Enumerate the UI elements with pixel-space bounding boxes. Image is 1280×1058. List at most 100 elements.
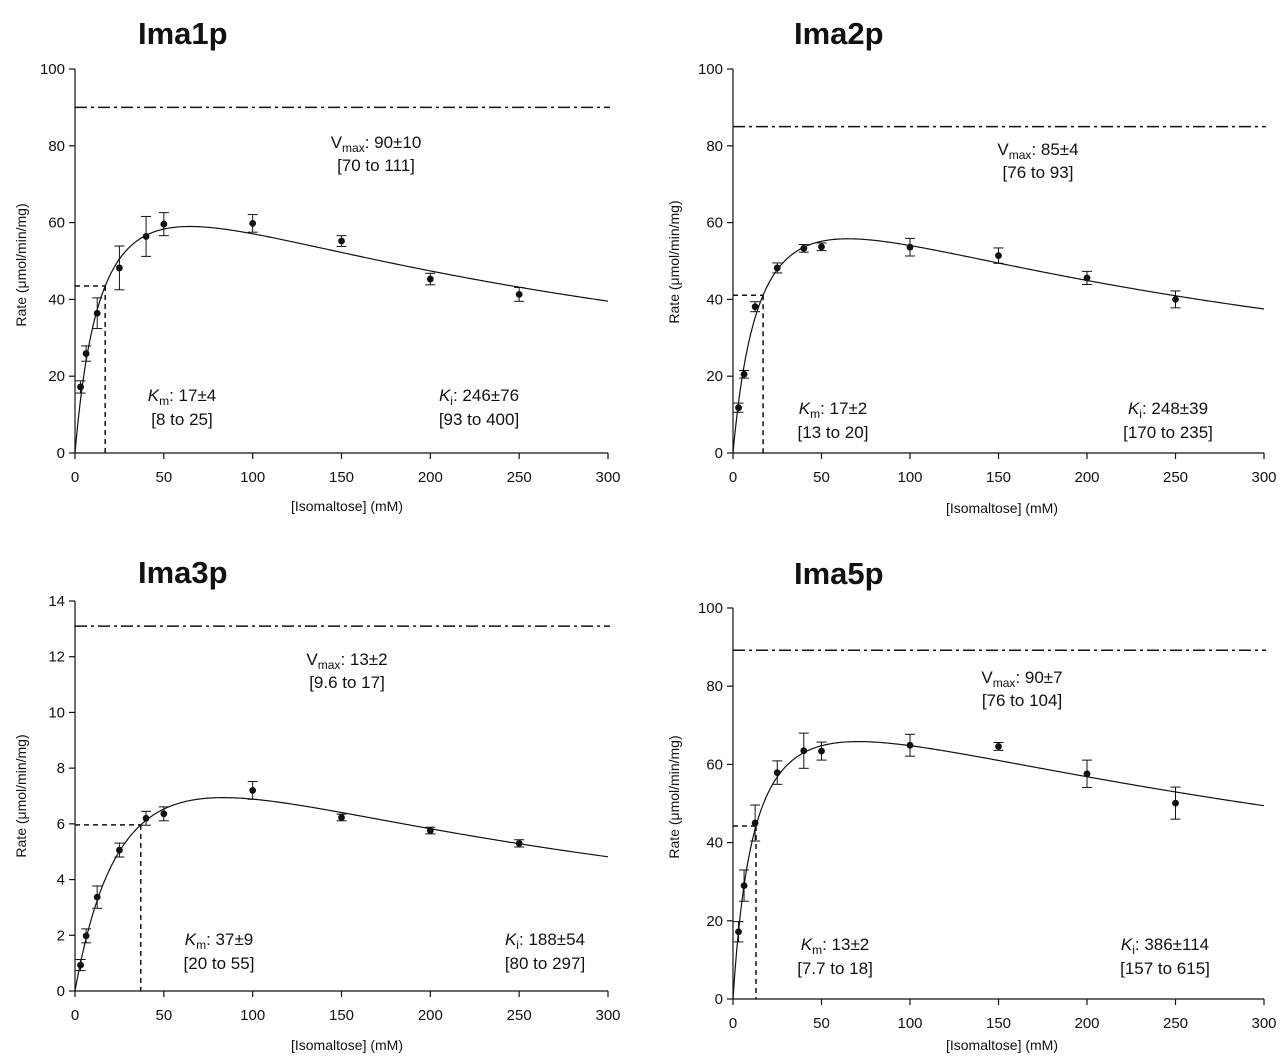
x-axis-label: [Isomaltose] (mM) — [946, 1037, 1058, 1053]
y-tick-label: 20 — [706, 913, 723, 930]
chart-marks — [74, 625, 610, 992]
data-point — [740, 370, 748, 378]
ki-annotation: Ki: 246±76 — [439, 386, 519, 408]
x-tick-label: 150 — [329, 469, 354, 486]
x-tick-label: 200 — [1074, 469, 1099, 486]
y-tick-label: 4 — [57, 872, 65, 889]
km-annotation: Km: 17±2 — [799, 399, 867, 421]
x-axis-label: [Isomaltose] (mM) — [291, 498, 403, 514]
data-point — [515, 839, 523, 847]
x-tick-label: 50 — [813, 1015, 830, 1032]
data-point — [93, 893, 101, 901]
data-point — [740, 882, 748, 890]
chart-panel-ima3p: Ima3p 0 2 4 6 8 10 12 14 0 50 100 150 200 250 300 [Iso… — [0, 529, 640, 1058]
data-point — [426, 275, 434, 283]
chart-svg: Ima1p 0 20 40 60 80 100 0 50 100 150 200 250 300 [Is… — [13, 16, 621, 514]
data-point — [818, 243, 825, 251]
x-tick-label: 300 — [1251, 469, 1276, 486]
x-tick-label: 50 — [155, 1007, 172, 1024]
x-tick-label: 250 — [507, 469, 532, 486]
x-tick-label: 0 — [729, 1015, 737, 1032]
km-annotation: Km: 17±4 — [148, 386, 216, 408]
y-axis-label: Rate (μmol/min/mg) — [13, 203, 29, 326]
ki-annotation: Ki: 386±114 — [1121, 935, 1209, 957]
ki-range: [157 to 615] — [1120, 959, 1210, 978]
chart-svg: Ima3p 0 2 4 6 8 10 12 14 0 50 100 150 200 250 300 [Iso… — [13, 555, 621, 1053]
y-tick-label: 0 — [57, 445, 65, 462]
y-tick-label: 14 — [48, 593, 65, 610]
data-point — [773, 264, 781, 272]
x-tick-label: 150 — [986, 1015, 1011, 1032]
data-point — [735, 928, 742, 936]
y-tick-label: 12 — [48, 649, 65, 666]
chart-axes: 0 20 40 60 80 100 0 50 100 150 200 250 300 — [698, 61, 1277, 486]
x-tick-label: 300 — [595, 1007, 620, 1024]
km-range: [13 to 20] — [798, 423, 869, 442]
chart-panel-ima1p: Ima1p 0 20 40 60 80 100 0 50 100 150 200 250 300 [Is… — [0, 0, 640, 529]
y-tick-label: 40 — [706, 291, 723, 308]
km-annotation: Km: 37±9 — [185, 930, 253, 952]
ki-annotation: Ki: 248±39 — [1128, 399, 1208, 421]
x-tick-label: 0 — [71, 1007, 79, 1024]
x-tick-label: 300 — [595, 469, 620, 486]
x-tick-label: 100 — [240, 1007, 265, 1024]
x-tick-label: 250 — [1163, 469, 1188, 486]
y-axis-label: Rate (μmol/min/mg) — [666, 735, 682, 858]
ki-range: [80 to 297] — [505, 954, 585, 973]
data-point — [1172, 296, 1179, 303]
x-tick-label: 100 — [897, 469, 922, 486]
km-range: [20 to 55] — [184, 954, 255, 973]
chart-panel-ima5p: Ima5p 0 20 40 60 80 100 0 50 100 150 200 250 300 [Is… — [640, 529, 1280, 1058]
chart-marks — [732, 125, 1266, 454]
chart-axes: 0 20 40 60 80 100 0 50 100 150 200 250 300 — [40, 61, 621, 486]
data-point — [773, 769, 781, 777]
x-tick-label: 300 — [1251, 1015, 1276, 1032]
data-point — [995, 252, 1002, 260]
data-point — [751, 303, 759, 311]
y-tick-label: 0 — [715, 445, 723, 462]
y-tick-label: 8 — [57, 760, 65, 777]
x-tick-label: 50 — [813, 469, 830, 486]
chart-svg: Ima2p 0 20 40 60 80 100 0 50 100 150 200 250 300 [Is… — [666, 16, 1277, 516]
chart-svg: Ima5p 0 20 40 60 80 100 0 50 100 150 200 250 300 [Is… — [666, 556, 1277, 1053]
km-range: [8 to 25] — [151, 410, 212, 429]
y-tick-label: 100 — [698, 61, 723, 78]
y-tick-label: 0 — [57, 983, 65, 1000]
data-point — [818, 747, 825, 755]
x-tick-label: 50 — [155, 469, 172, 486]
chart-title: Ima2p — [794, 16, 884, 51]
vmax-range: [70 to 111] — [337, 156, 415, 175]
chart-marks — [732, 649, 1266, 1000]
data-point — [77, 383, 84, 391]
data-point — [1083, 274, 1091, 282]
x-tick-label: 200 — [418, 469, 443, 486]
y-tick-label: 20 — [706, 368, 723, 385]
data-point — [142, 233, 150, 240]
x-tick-label: 200 — [418, 1007, 443, 1024]
y-tick-label: 100 — [698, 600, 723, 617]
chart-title: Ima3p — [138, 555, 228, 590]
km-annotation: Km: 13±2 — [801, 935, 869, 957]
data-point — [160, 220, 168, 228]
x-tick-label: 250 — [1163, 1015, 1188, 1032]
vmax-annotation: Vmax: 85±4 — [997, 140, 1078, 162]
ki-range: [170 to 235] — [1123, 423, 1213, 442]
y-axis-label: Rate (μmol/min/mg) — [666, 200, 682, 323]
chart-title: Ima1p — [138, 16, 228, 51]
data-point — [116, 264, 123, 272]
data-point — [800, 747, 808, 755]
vmax-annotation: Vmax: 90±10 — [331, 133, 422, 155]
x-tick-label: 200 — [1074, 1015, 1099, 1032]
km-range: [7.7 to 18] — [797, 959, 873, 978]
data-point — [906, 243, 914, 251]
data-point — [338, 814, 345, 821]
data-point — [77, 961, 84, 969]
data-point — [82, 932, 90, 940]
data-point — [82, 350, 90, 357]
y-tick-label: 40 — [48, 291, 65, 308]
data-point — [160, 810, 168, 818]
y-axis-label: Rate (μmol/min/mg) — [13, 734, 29, 857]
y-tick-label: 20 — [48, 368, 65, 385]
data-point — [735, 404, 742, 412]
data-point — [1083, 770, 1091, 778]
